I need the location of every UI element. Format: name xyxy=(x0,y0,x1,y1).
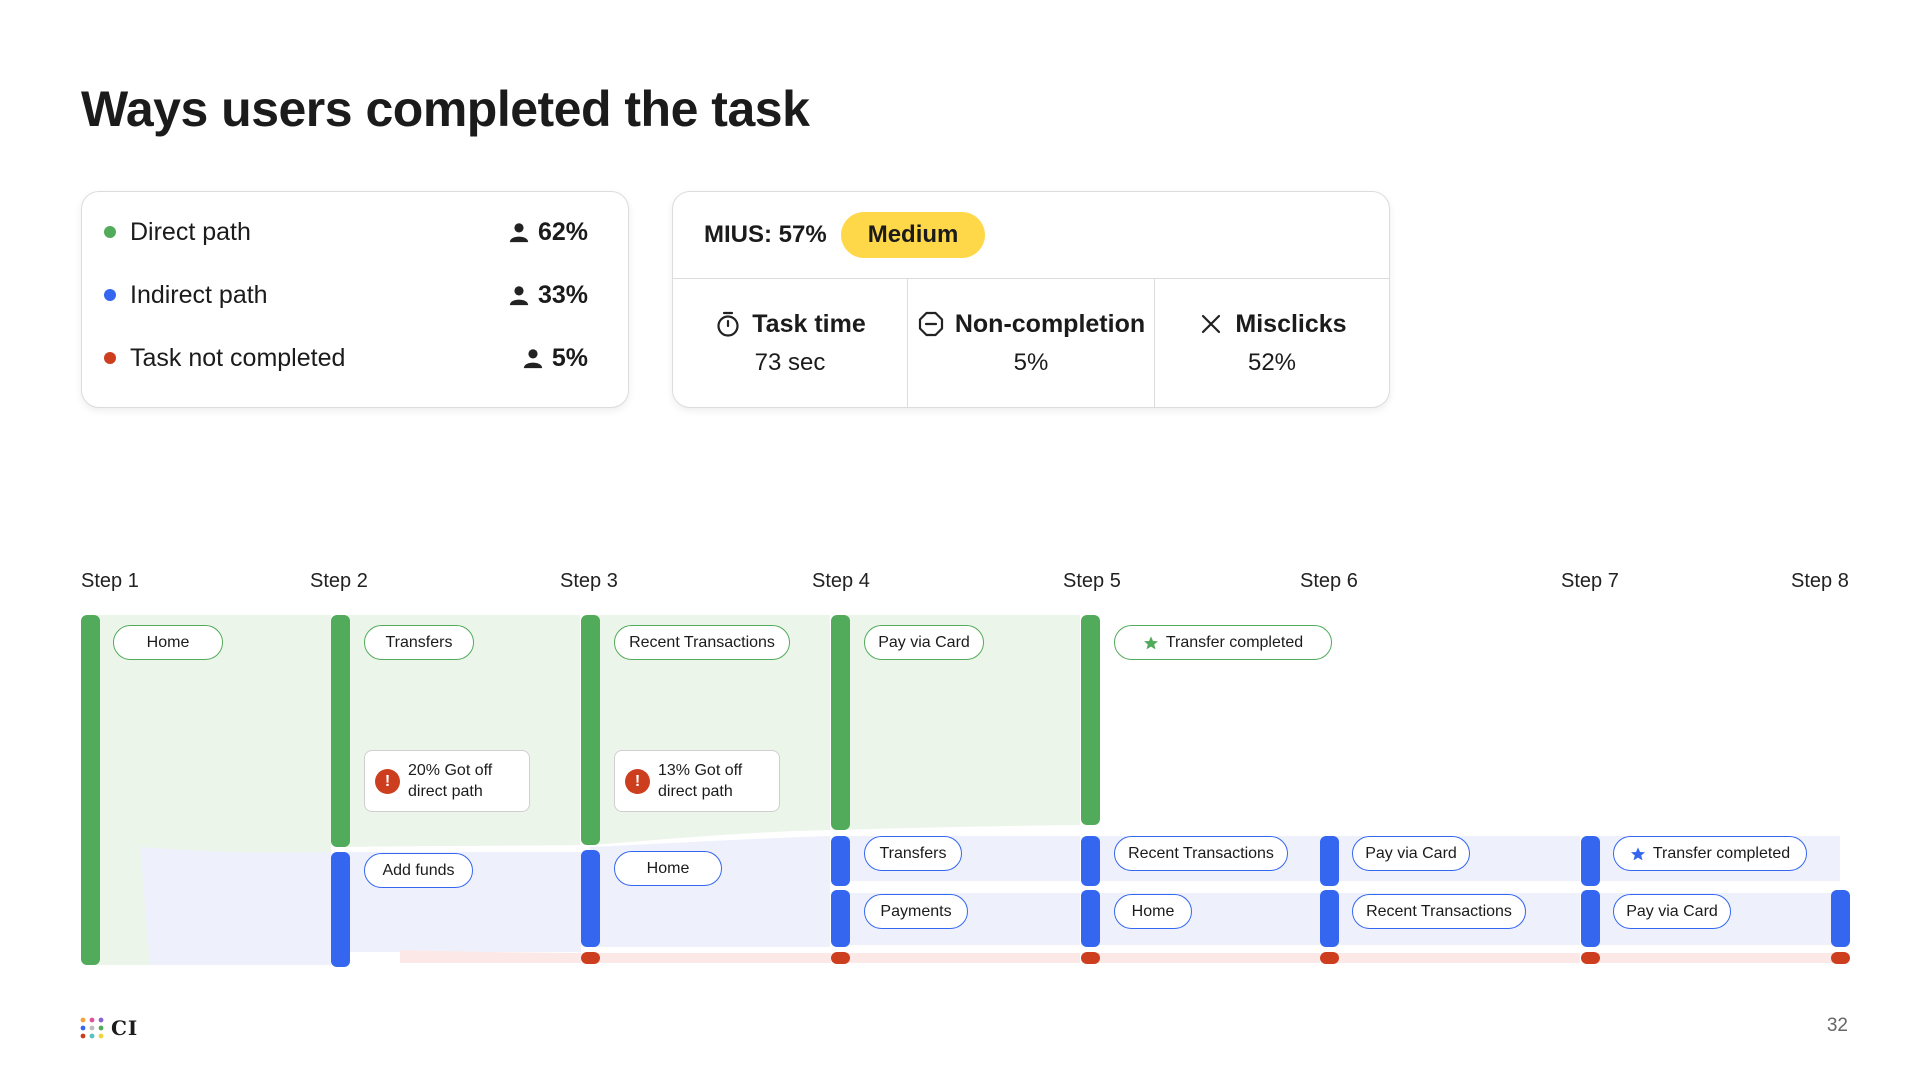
node-transfer-completed: Transfer completed xyxy=(1114,625,1332,660)
step-label-4: Step 4 xyxy=(812,570,870,592)
metric-label: Misclicks xyxy=(1235,309,1347,338)
step-3-indirect-bar xyxy=(581,850,600,947)
step-label-1: Step 1 xyxy=(81,570,139,592)
user-icon xyxy=(509,286,529,306)
logo-text: CI xyxy=(111,1016,139,1040)
user-icon xyxy=(509,223,529,243)
metrics-card: MIUS: 57% Medium Task time 73 sec Non-co… xyxy=(672,191,1390,408)
metric-misclicks: Misclicks 52% xyxy=(1154,279,1389,407)
metric-value: 52% xyxy=(1247,348,1297,376)
node-recent-transactions: Recent Transactions xyxy=(1352,894,1526,929)
note-text: 20% Got off direct path xyxy=(408,762,493,800)
star-icon xyxy=(1630,846,1645,860)
warning-icon: ! xyxy=(625,768,650,794)
mius-score: MIUS: 57% xyxy=(704,221,827,248)
node-label: Transfer completed xyxy=(1652,844,1791,862)
step-4-indirect-bar-2 xyxy=(831,890,850,947)
step-label-6: Step 6 xyxy=(1300,570,1358,592)
step-label-8: Step 8 xyxy=(1791,570,1849,592)
legend-value: 33% xyxy=(508,281,588,310)
legend-value: 62% xyxy=(508,218,588,247)
step-7-indirect-bar-2 xyxy=(1581,890,1600,947)
step-6-not-completed-bar xyxy=(1320,952,1339,964)
legend-task-not-completed: Task not completed 5% xyxy=(104,338,588,378)
node-label: Transfer completed xyxy=(1165,633,1304,651)
metric-label: Non-completion xyxy=(954,309,1146,338)
node-home: Home xyxy=(1114,894,1192,929)
node-transfers: Transfers xyxy=(864,836,962,871)
step-5-direct-bar xyxy=(1081,615,1100,825)
legend-label: Indirect path xyxy=(130,280,268,309)
page-number: 32 xyxy=(1826,1015,1848,1036)
not-completed-flow-area xyxy=(400,950,1840,963)
page-title: Ways users completed the task xyxy=(81,81,810,137)
metric-label: Task time xyxy=(752,309,866,338)
node-recent-transactions: Recent Transactions xyxy=(1114,836,1288,871)
node-pay-via-card: Pay via Card xyxy=(864,625,984,660)
node-transfers: Transfers xyxy=(364,625,474,660)
step-4-not-completed-bar xyxy=(831,952,850,964)
metric-task-time: Task time 73 sec xyxy=(673,279,907,407)
drop-off-note-step-3: ! 13% Got off direct path xyxy=(614,750,780,812)
step-5-not-completed-bar xyxy=(1081,952,1100,964)
red-dot-icon xyxy=(104,352,116,364)
legend-direct-path: Direct path 62% xyxy=(104,212,588,252)
step-2-indirect-bar xyxy=(331,852,350,967)
step-label-2: Step 2 xyxy=(310,570,368,592)
node-add-funds: Add funds xyxy=(364,853,473,888)
step-label-5: Step 5 xyxy=(1063,570,1121,592)
step-6-indirect-bar-2 xyxy=(1320,890,1339,947)
legend-value: 5% xyxy=(522,344,588,373)
node-recent-transactions: Recent Transactions xyxy=(614,625,790,660)
mius-row: MIUS: 57% Medium xyxy=(673,192,1389,279)
dots-logo-icon xyxy=(80,1017,104,1039)
step-7-indirect-bar-1 xyxy=(1581,836,1600,886)
node-pay-via-card: Pay via Card xyxy=(1613,894,1731,929)
step-3-not-completed-bar xyxy=(581,952,600,964)
metric-value: 5% xyxy=(1013,348,1049,376)
step-4-indirect-bar-1 xyxy=(831,836,850,886)
close-icon xyxy=(1202,314,1221,334)
drop-off-note-step-2: ! 20% Got off direct path xyxy=(364,750,530,812)
legend-percent: 33% xyxy=(537,280,588,309)
company-logo: CI xyxy=(80,1016,138,1040)
warning-icon: ! xyxy=(375,768,400,794)
path-legend-card: Direct path 62% Indirect path 33% Task n… xyxy=(81,191,629,408)
blue-dot-icon xyxy=(104,289,116,301)
green-dot-icon xyxy=(104,226,116,238)
node-transfer-completed: Transfer completed xyxy=(1613,836,1807,871)
node-home: Home xyxy=(113,625,223,660)
node-home: Home xyxy=(614,851,722,886)
metric-value: 73 sec xyxy=(754,348,826,376)
user-icon xyxy=(523,349,543,369)
step-6-indirect-bar-1 xyxy=(1320,836,1339,886)
step-8-indirect-bar xyxy=(1831,890,1850,947)
star-icon xyxy=(1143,635,1158,649)
step-3-direct-bar xyxy=(581,615,600,845)
node-pay-via-card: Pay via Card xyxy=(1352,836,1470,871)
step-7-not-completed-bar xyxy=(1581,952,1600,964)
legend-label: Task not completed xyxy=(130,343,346,372)
note-text: 13% Got off direct path xyxy=(658,762,743,800)
step-4-direct-bar xyxy=(831,615,850,830)
legend-label: Direct path xyxy=(130,217,251,246)
node-payments: Payments xyxy=(864,894,968,929)
step-5-indirect-bar-2 xyxy=(1081,890,1100,947)
step-2-direct-bar xyxy=(331,615,350,847)
legend-percent: 62% xyxy=(537,217,588,246)
step-5-indirect-bar-1 xyxy=(1081,836,1100,886)
step-label-7: Step 7 xyxy=(1561,570,1619,592)
step-label-3: Step 3 xyxy=(560,570,618,592)
step-8-not-completed-bar xyxy=(1831,952,1850,964)
step-1-direct-bar xyxy=(81,615,100,965)
legend-percent: 5% xyxy=(551,343,588,372)
mius-rating-badge: Medium xyxy=(840,212,986,258)
minus-octagon-icon xyxy=(918,311,943,337)
metric-non-completion: Non-completion 5% xyxy=(907,279,1154,407)
legend-indirect-path: Indirect path 33% xyxy=(104,275,588,315)
stopwatch-icon xyxy=(717,311,739,337)
